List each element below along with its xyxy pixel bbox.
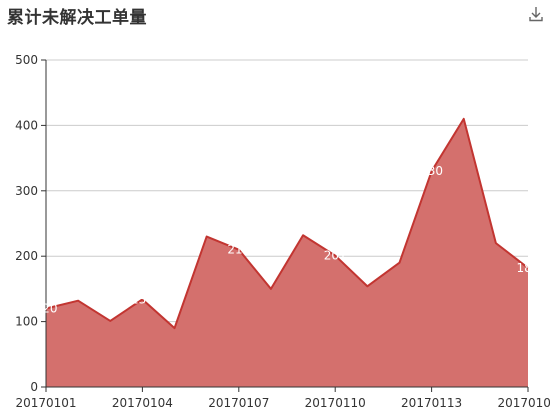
x-tick-label: 20170107 <box>208 396 269 410</box>
data-point <box>462 117 465 120</box>
data-point <box>494 242 497 245</box>
data-label: 210 <box>227 243 250 257</box>
y-tick-label: 300 <box>15 184 38 198</box>
data-point <box>109 319 112 322</box>
x-tick-label: 20170113 <box>401 396 462 410</box>
x-tick-label: 20170104 <box>112 396 173 410</box>
data-label: 330 <box>420 164 443 178</box>
data-label: 182 <box>517 261 540 275</box>
y-tick-label: 400 <box>15 118 38 132</box>
data-point <box>269 287 272 290</box>
y-tick-label: 0 <box>30 380 38 394</box>
data-point <box>173 327 176 330</box>
data-label: 134 <box>131 292 154 306</box>
y-tick-label: 500 <box>15 53 38 67</box>
data-point <box>398 261 401 264</box>
data-point <box>302 234 305 237</box>
data-point <box>77 299 80 302</box>
data-point <box>205 235 208 238</box>
x-tick-label: 20170101 <box>497 396 550 410</box>
x-tick-label: 20170101 <box>15 396 76 410</box>
x-tick-label: 20170110 <box>305 396 366 410</box>
y-tick-label: 100 <box>15 315 38 329</box>
data-point <box>366 285 369 288</box>
data-label: 201 <box>324 249 347 263</box>
series-area <box>46 119 528 387</box>
data-label: 120 <box>35 302 58 316</box>
y-tick-label: 200 <box>15 249 38 263</box>
